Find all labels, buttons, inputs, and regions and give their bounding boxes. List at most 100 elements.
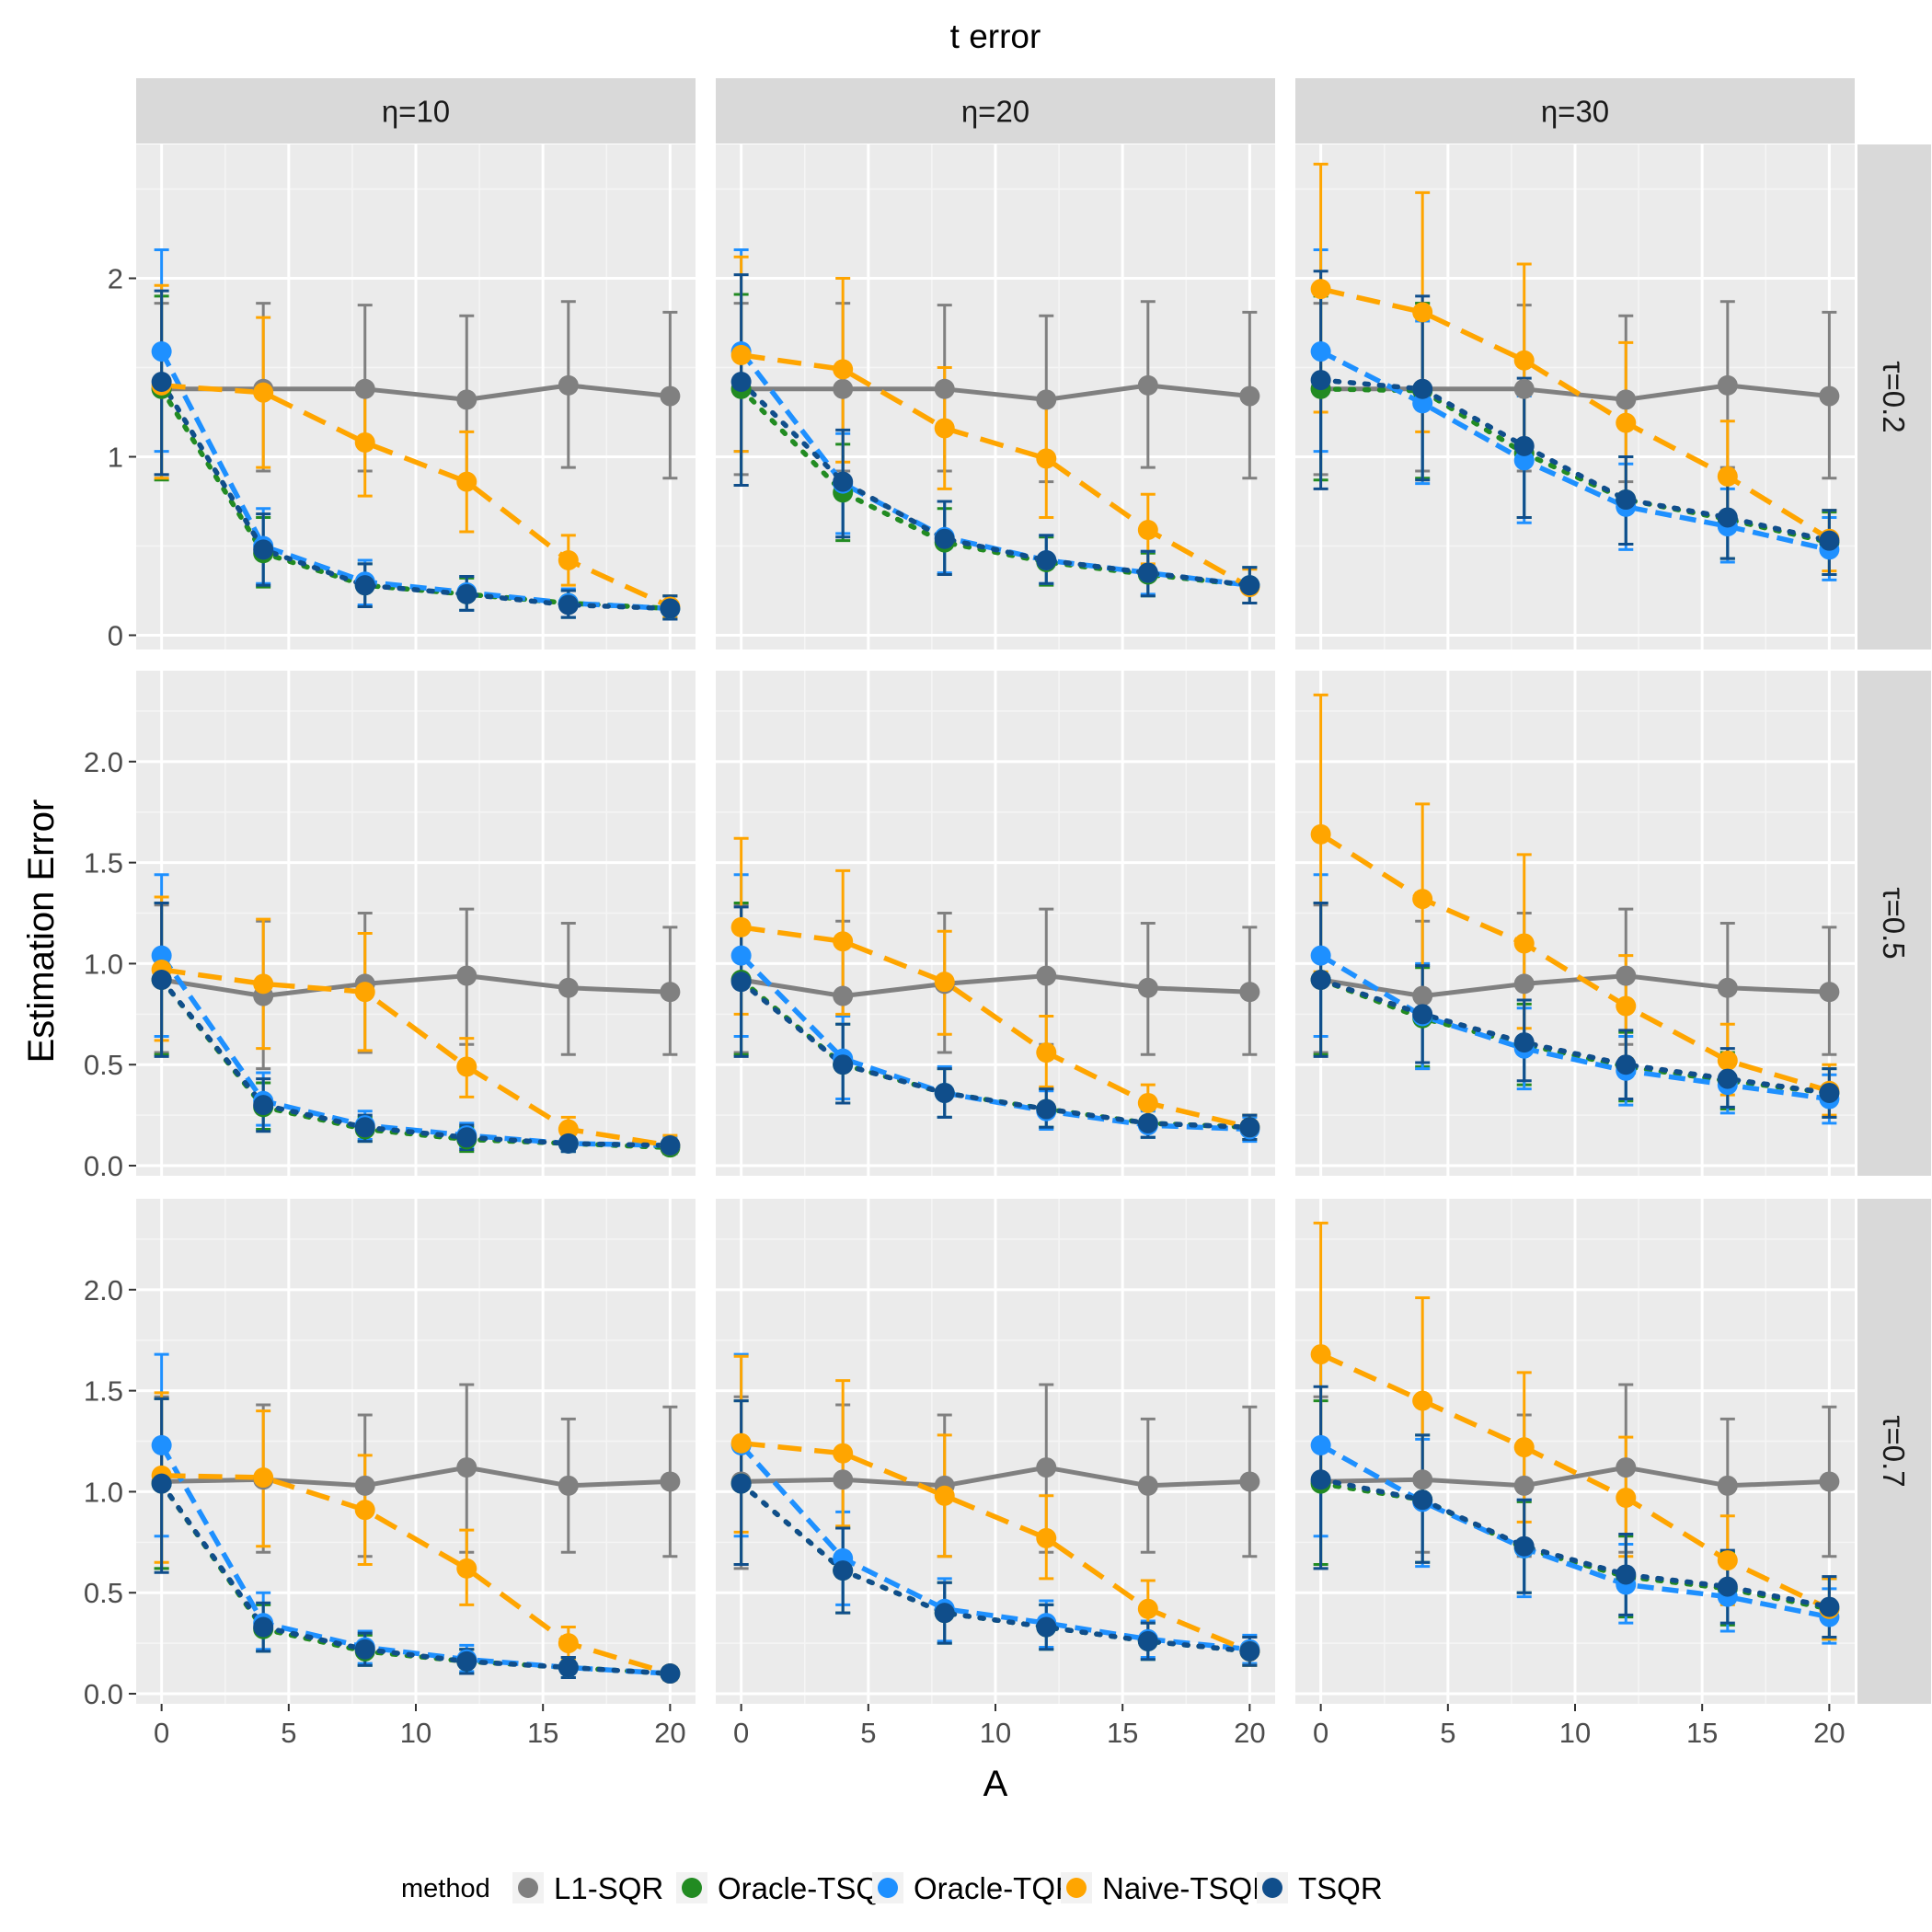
panel-r3-c1: 0.0 0.5 1.0 1.5 2.0 0 5 10 15 20: [84, 1199, 696, 1749]
series-line-naive-tsqr: [161, 383, 672, 609]
legend-key-point: [1262, 1878, 1282, 1898]
series-line-oracle-tsqr: [738, 386, 1253, 588]
column-strip-label: η=10: [382, 95, 450, 129]
y-axis-title: Estimation Error: [21, 799, 62, 1064]
data-point-naive-tsqr: [1717, 1550, 1738, 1571]
data-point-naive-tsqr: [1717, 466, 1738, 487]
facet-panels: η=10 η=20 η=30 τ=0.2 τ=0.5 τ=0.7 0 1 2 0.0 0.5 1.0 1…: [84, 78, 1931, 1749]
column-strip-label: η=30: [1541, 95, 1609, 129]
data-point-naive-tsqr: [1616, 1488, 1637, 1509]
data-point-naive-tsqr: [934, 418, 955, 439]
series-line-oracle-tqr: [1319, 953, 1830, 1102]
data-point-l1-sqr: [456, 389, 477, 410]
y-tick-label: 0.5: [84, 1577, 123, 1609]
data-point-l1-sqr: [1239, 385, 1260, 407]
data-point-tsqr: [1036, 550, 1057, 571]
panel-r3-c2: 0 5 10 15 20: [716, 1199, 1275, 1749]
row-strip-2: [1857, 671, 1931, 1176]
x-tick-label: 15: [1686, 1717, 1718, 1749]
data-point-l1-sqr: [1819, 1471, 1840, 1492]
data-point-l1-sqr: [1513, 1475, 1535, 1496]
x-tick-label: 0: [733, 1717, 749, 1749]
data-point-tsqr: [1819, 1596, 1840, 1617]
legend-label: TSQR: [1298, 1871, 1383, 1905]
data-point-naive-tsqr: [1310, 279, 1331, 300]
data-point-tsqr: [1036, 1616, 1057, 1638]
column-strip-label: η=20: [961, 95, 1029, 129]
column-strip-2: [716, 78, 1275, 144]
data-point-naive-tsqr: [833, 359, 854, 380]
series-line-naive-tsqr: [741, 925, 1251, 1130]
data-point-tsqr: [1616, 489, 1637, 511]
series-line-oracle-tqr: [159, 350, 671, 612]
data-point-naive-tsqr: [253, 1467, 274, 1489]
y-tick-label: 1.5: [84, 1375, 123, 1408]
x-tick-label: 15: [1107, 1717, 1138, 1749]
data-point-tsqr: [1137, 562, 1158, 583]
data-point-tsqr: [253, 539, 274, 560]
data-point-tsqr: [558, 1657, 579, 1678]
data-point-tsqr: [456, 1650, 477, 1672]
data-point-naive-tsqr: [1137, 1092, 1158, 1113]
data-point-tsqr: [1819, 1082, 1840, 1103]
y-tick-label: 2.0: [84, 1274, 123, 1306]
row-strip-3: [1857, 1199, 1931, 1704]
legend-key-point: [878, 1878, 898, 1898]
data-point-naive-tsqr: [354, 982, 375, 1003]
y-tick-label: 0.0: [84, 1678, 123, 1710]
row-strip-1: [1857, 144, 1931, 650]
row-strip-label: τ=0.7: [1877, 1415, 1911, 1487]
data-point-tsqr: [558, 1133, 579, 1154]
y-tick-label: 1.0: [84, 1476, 123, 1508]
data-point-tsqr: [934, 1603, 955, 1624]
series-line-oracle-tqr: [1319, 349, 1831, 553]
column-strip-3: [1295, 78, 1855, 144]
data-point-tsqr: [1513, 1032, 1535, 1053]
data-point-tsqr: [1310, 969, 1331, 990]
x-tick-label: 10: [1559, 1717, 1591, 1749]
series-line-l1-sqr: [161, 1465, 671, 1489]
data-point-naive-tsqr: [1513, 350, 1535, 371]
legend-label: Oracle-TQR: [914, 1871, 1077, 1905]
series-line-l1-sqr: [741, 973, 1250, 999]
data-point-tsqr: [660, 1135, 681, 1156]
series-line-tsqr: [1317, 377, 1833, 544]
data-point-l1-sqr: [456, 1457, 477, 1478]
data-point-naive-tsqr: [1137, 1598, 1158, 1619]
data-point-l1-sqr: [1412, 985, 1433, 1006]
data-point-oracle-tqr: [151, 945, 172, 966]
row-strip-label: τ=0.2: [1877, 361, 1911, 432]
data-point-tsqr: [1616, 1054, 1637, 1075]
data-point-tsqr: [1513, 435, 1535, 456]
data-point-l1-sqr: [1036, 1457, 1057, 1478]
data-point-l1-sqr: [1036, 389, 1057, 410]
data-point-oracle-tqr: [730, 945, 752, 966]
legend-key-point: [1066, 1878, 1087, 1898]
data-point-tsqr: [558, 594, 579, 615]
data-point-naive-tsqr: [253, 382, 274, 403]
panel-r1-c2: [716, 144, 1275, 650]
data-point-tsqr: [1239, 1117, 1260, 1138]
series-line-oracle-tqr: [1319, 1443, 1830, 1620]
data-point-tsqr: [151, 969, 172, 990]
y-tick-label: 1.5: [84, 847, 123, 880]
data-point-tsqr: [151, 372, 172, 393]
data-point-tsqr: [833, 1054, 854, 1075]
series-line-tsqr: [738, 1480, 1253, 1654]
data-point-tsqr: [1717, 507, 1738, 528]
data-point-naive-tsqr: [730, 1432, 752, 1454]
legend-label: Naive-TSQR: [1102, 1871, 1274, 1905]
data-point-tsqr: [934, 528, 955, 549]
series-line-l1-sqr: [161, 973, 671, 999]
series-line-naive-tsqr: [161, 1473, 672, 1676]
legend-item-tsqr: TSQR: [1257, 1871, 1383, 1905]
data-point-naive-tsqr: [833, 1443, 854, 1464]
data-point-l1-sqr: [1137, 977, 1158, 998]
data-point-l1-sqr: [1717, 977, 1738, 998]
data-point-tsqr: [253, 1095, 274, 1116]
data-point-tsqr: [833, 1560, 854, 1581]
panel-r2-c1: 0.0 0.5 1.0 1.5 2.0: [84, 671, 696, 1182]
series-line-naive-tsqr: [1319, 832, 1831, 1094]
data-point-naive-tsqr: [558, 550, 579, 571]
legend-label: Oracle-TSQR: [718, 1871, 902, 1905]
